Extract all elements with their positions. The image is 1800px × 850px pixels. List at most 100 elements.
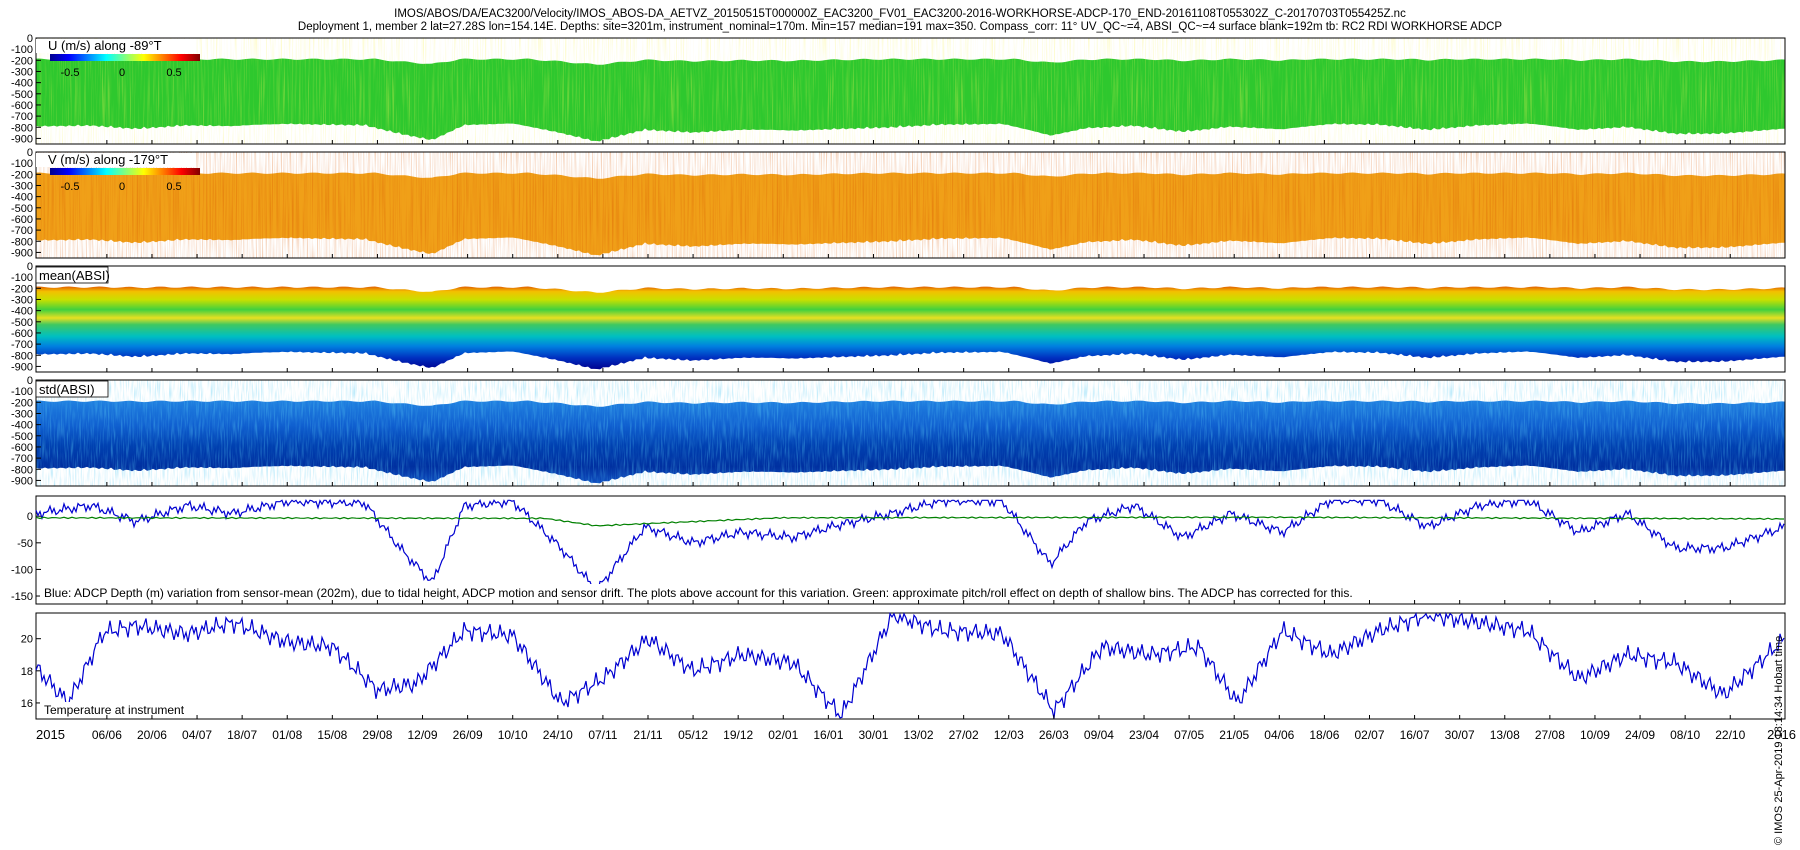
x-tick-label: 24/10 bbox=[543, 728, 573, 742]
x-tick-label: 30/07 bbox=[1445, 728, 1475, 742]
x-tick-label: 27/02 bbox=[949, 728, 979, 742]
y-tick-label: 0 bbox=[27, 511, 33, 523]
y-tick-label: -200 bbox=[11, 169, 33, 181]
y-tick-label: -500 bbox=[11, 89, 33, 101]
y-tick-label: 0 bbox=[27, 33, 33, 45]
mean-absi-field bbox=[36, 286, 1785, 370]
y-tick-label: -700 bbox=[11, 453, 33, 465]
y-tick-label: -500 bbox=[11, 203, 33, 215]
y-tick-label: -50 bbox=[17, 538, 33, 550]
y-tick-label: 0 bbox=[27, 261, 33, 273]
x-axis-year-end: 2016 bbox=[1767, 727, 1796, 742]
y-tick-label: -900 bbox=[11, 133, 33, 145]
x-tick-label: 07/05 bbox=[1174, 728, 1204, 742]
x-tick-label: 06/06 bbox=[92, 728, 122, 742]
x-tick-label: 08/10 bbox=[1670, 728, 1700, 742]
y-tick-label: -800 bbox=[11, 122, 33, 134]
x-tick-label: 12/09 bbox=[408, 728, 438, 742]
y-tick-label: 0 bbox=[27, 375, 33, 387]
x-tick-label: 04/06 bbox=[1264, 728, 1294, 742]
pitch-roll-effect-line bbox=[35, 516, 1784, 527]
mean-panel-label: mean(ABSI) bbox=[39, 268, 110, 283]
x-tick-label: 21/05 bbox=[1219, 728, 1249, 742]
y-tick-label: -200 bbox=[11, 283, 33, 295]
y-tick-label: -800 bbox=[11, 464, 33, 476]
y-tick-label: -500 bbox=[11, 317, 33, 329]
panel-mean-absi: 0-100-200-300-400-500-600-700-800-900 me… bbox=[11, 261, 1786, 373]
x-tick-label: 09/04 bbox=[1084, 728, 1114, 742]
y-tick-label: -600 bbox=[11, 328, 33, 340]
x-tick-label: 10/09 bbox=[1580, 728, 1610, 742]
x-tick-label: 22/10 bbox=[1715, 728, 1745, 742]
y-tick-label: -150 bbox=[11, 591, 33, 603]
x-tick-label: 02/07 bbox=[1354, 728, 1384, 742]
u-velocity-texture bbox=[36, 38, 1785, 144]
v-panel-label: V (m/s) along -179°T bbox=[48, 152, 168, 167]
x-tick-label: 29/08 bbox=[362, 728, 392, 742]
v-label-box bbox=[36, 153, 196, 167]
panel-u-velocity: 0-100-200-300-400-500-600-700-800-900 U … bbox=[11, 33, 1786, 145]
temperature-line bbox=[35, 611, 1785, 719]
panel-v-velocity: 0-100-200-300-400-500-600-700-800-900 V … bbox=[11, 147, 1786, 259]
temp-panel-label: Temperature at instrument bbox=[44, 703, 185, 717]
y-tick-label: -100 bbox=[11, 564, 33, 576]
u-colorbar-tick-neg: -0.5 bbox=[61, 67, 80, 79]
y-tick-label: -300 bbox=[11, 408, 33, 420]
x-tick-label: 20/06 bbox=[137, 728, 167, 742]
y-tick-label: -800 bbox=[11, 236, 33, 248]
y-tick-label: -900 bbox=[11, 247, 33, 259]
depth-annotation-box bbox=[40, 584, 1420, 600]
depth-panel-frame bbox=[35, 495, 1786, 605]
mean-y-axis: 0-100-200-300-400-500-600-700-800-900 bbox=[11, 261, 41, 373]
y-tick-label: -100 bbox=[11, 44, 33, 56]
depth-variation-line bbox=[35, 498, 1785, 594]
y-tick-label: -400 bbox=[11, 78, 33, 90]
temp-y-axis: 16 18 20 bbox=[21, 634, 41, 710]
y-tick-label: -600 bbox=[11, 442, 33, 454]
figure-title-line1: IMOS/ABOS/DA/EAC3200/Velocity/IMOS_ABOS-… bbox=[394, 8, 1406, 20]
y-tick-label: -100 bbox=[11, 386, 33, 398]
u-panel-frame bbox=[35, 37, 1786, 145]
x-tick-label: 26/09 bbox=[453, 728, 483, 742]
y-tick-label: -900 bbox=[11, 475, 33, 487]
std-label-box bbox=[35, 380, 109, 398]
std-panel-label: std(ABSI) bbox=[39, 382, 95, 397]
x-tick-label: 30/01 bbox=[858, 728, 888, 742]
x-tick-label: 27/08 bbox=[1535, 728, 1565, 742]
x-tick-label: 15/08 bbox=[317, 728, 347, 742]
x-tick-label: 26/03 bbox=[1039, 728, 1069, 742]
y-tick-label: 18 bbox=[21, 666, 33, 678]
y-tick-label: -700 bbox=[11, 111, 33, 123]
panel-depth-variation: 0 -50 -100 -150 Blue: ADCP Depth (m) variat… bbox=[11, 495, 1786, 605]
temp-label-box bbox=[40, 702, 202, 717]
v-colorbar-tick-neg: -0.5 bbox=[61, 181, 80, 193]
x-tick-label: 19/12 bbox=[723, 728, 753, 742]
x-tick-label: 21/11 bbox=[633, 728, 662, 742]
x-tick-label: 18/06 bbox=[1309, 728, 1339, 742]
u-panel-label: U (m/s) along -89°T bbox=[48, 38, 162, 53]
y-tick-label: -100 bbox=[11, 158, 33, 170]
u-colorbar-tick-zero: 0 bbox=[119, 67, 125, 79]
y-tick-label: -300 bbox=[11, 66, 33, 78]
y-tick-label: -400 bbox=[11, 306, 33, 318]
x-tick-label: 05/12 bbox=[678, 728, 708, 742]
mean-panel-frame bbox=[35, 265, 1786, 373]
u-colorbar-tick-pos: 0.5 bbox=[166, 67, 181, 79]
panel-std-absi: 0-100-200-300-400-500-600-700-800-900 st… bbox=[11, 375, 1786, 487]
x-tick-label: 23/04 bbox=[1129, 728, 1159, 742]
x-tick-label: 16/01 bbox=[813, 728, 843, 742]
x-tick-label: 01/08 bbox=[272, 728, 302, 742]
y-tick-label: -600 bbox=[11, 214, 33, 226]
v-panel-frame bbox=[35, 151, 1786, 259]
x-tick-label: 04/07 bbox=[182, 728, 212, 742]
y-tick-label: -600 bbox=[11, 100, 33, 112]
u-y-axis: 0-100-200-300-400-500-600-700-800-900 bbox=[11, 33, 41, 145]
x-tick-label: 07/11 bbox=[588, 728, 617, 742]
v-colorbar-tick-pos: 0.5 bbox=[166, 181, 181, 193]
y-tick-label: -200 bbox=[11, 397, 33, 409]
std-panel-frame bbox=[35, 379, 1786, 487]
y-tick-label: -500 bbox=[11, 431, 33, 443]
y-tick-label: -300 bbox=[11, 180, 33, 192]
depth-annotation: Blue: ADCP Depth (m) variation from sens… bbox=[44, 586, 1353, 600]
